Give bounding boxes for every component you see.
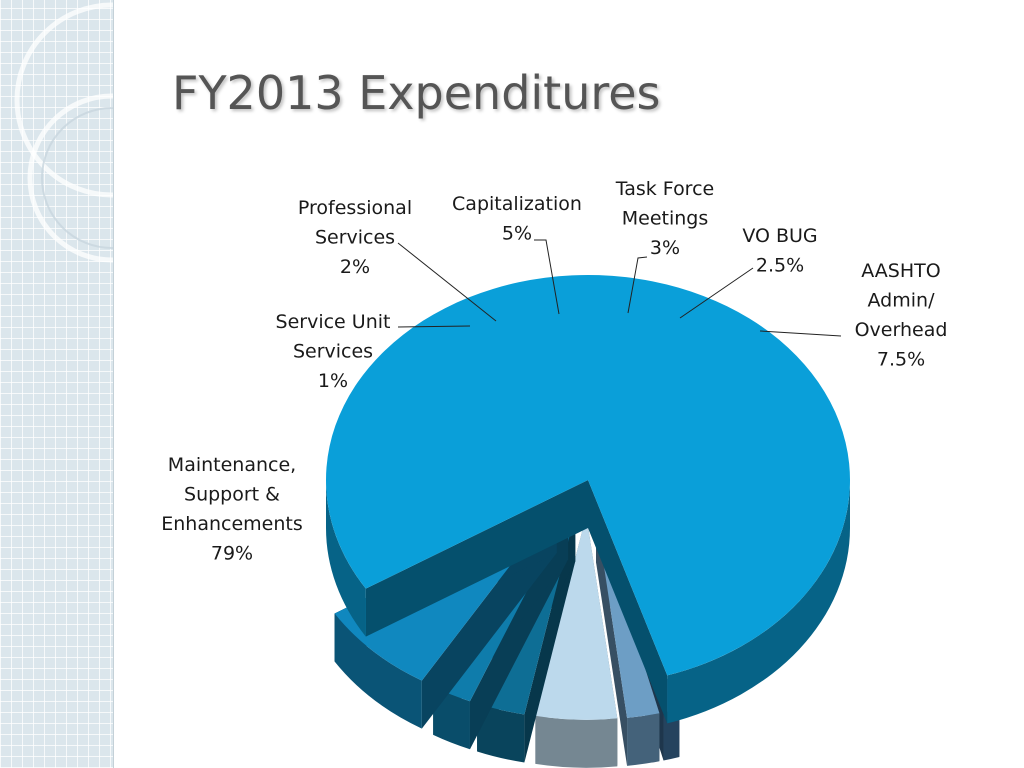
slice-value-label: 1% bbox=[318, 370, 348, 392]
slice-outer-wall bbox=[477, 703, 525, 763]
slice-side-wall bbox=[588, 480, 668, 724]
leader-line bbox=[397, 325, 471, 328]
slice-label: Task Force Meetings 3% bbox=[615, 178, 714, 259]
slice-label: Professional Services 2% bbox=[298, 197, 412, 278]
slice-value-label: 7.5% bbox=[877, 349, 925, 371]
slice-value-label: 5% bbox=[502, 223, 532, 245]
decorative-sidebar bbox=[0, 0, 114, 768]
slice-labels: Maintenance, Support & Enhancements 79% Serv… bbox=[161, 178, 947, 565]
leader-line bbox=[679, 267, 754, 319]
slice-label: Maintenance, Support & Enhancements 79% bbox=[161, 454, 303, 565]
slice-category-label: Services bbox=[315, 227, 395, 249]
slice-category-label: Meetings bbox=[622, 208, 709, 230]
slice-outer-wall bbox=[667, 480, 850, 724]
slice-category-label: Maintenance, bbox=[168, 454, 296, 476]
slice-label: VO BUG 2.5% bbox=[742, 225, 817, 277]
slice-value-label: 79% bbox=[211, 543, 253, 565]
pie-slice bbox=[535, 514, 618, 768]
slice-value-label: 2% bbox=[340, 256, 370, 278]
slice-value-label: 2.5% bbox=[756, 255, 804, 277]
slice-outer-wall bbox=[433, 686, 470, 750]
slice-category-label: Professional bbox=[298, 197, 412, 219]
slide-title: FY2013 Expenditures bbox=[172, 66, 661, 120]
slice-category-label: Support & bbox=[184, 484, 280, 506]
slice-category-label: Overhead bbox=[855, 319, 948, 341]
slice-category-label: AASHTO bbox=[861, 260, 940, 282]
slice-label: Capitalization 5% bbox=[452, 193, 582, 245]
slice-category-label: Enhancements bbox=[161, 513, 303, 535]
pie-slices bbox=[325, 274, 850, 768]
slice-value-label: 3% bbox=[650, 237, 680, 259]
pie-slice bbox=[325, 274, 850, 724]
slice-label: Service Unit Services 1% bbox=[276, 311, 391, 392]
slice-side-wall bbox=[596, 514, 628, 766]
decorative-circles-icon bbox=[14, 2, 113, 263]
slice-outer-wall bbox=[627, 713, 660, 766]
slice-label: AASHTO Admin/Overhead 7.5% bbox=[855, 260, 948, 371]
slice-category-label: Task Force bbox=[615, 178, 714, 200]
slice-top bbox=[535, 514, 618, 720]
slice-category-label: Services bbox=[293, 341, 373, 363]
leader-line bbox=[759, 330, 842, 337]
slice-category-label: Capitalization bbox=[452, 193, 582, 215]
slice-outer-wall bbox=[535, 715, 618, 768]
leader-line bbox=[397, 242, 497, 322]
leader-lines bbox=[397, 239, 842, 337]
leader-line bbox=[534, 239, 560, 315]
slice-top bbox=[325, 274, 850, 676]
slice-category-label: Admin/ bbox=[868, 290, 936, 312]
slice-category-label: VO BUG bbox=[742, 225, 817, 247]
slice-outer-wall bbox=[334, 613, 422, 729]
slice-side-wall bbox=[365, 480, 588, 637]
leader-line bbox=[627, 256, 648, 314]
slice-category-label: Service Unit bbox=[276, 311, 391, 333]
slice-outer-wall bbox=[326, 480, 366, 637]
